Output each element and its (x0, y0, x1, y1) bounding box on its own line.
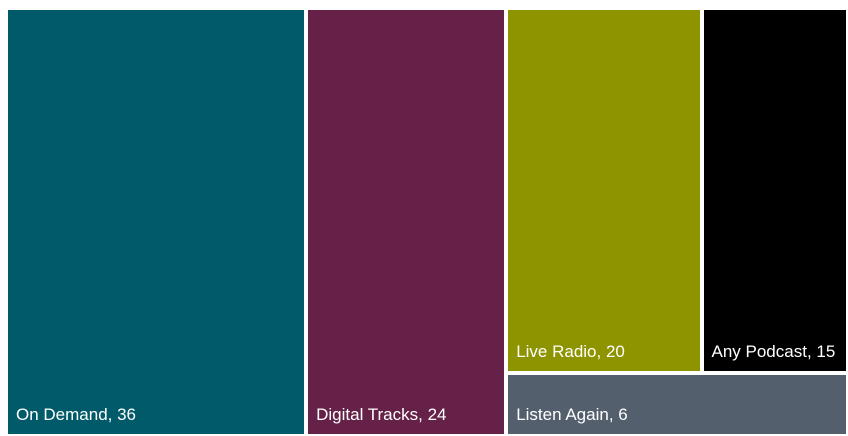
tile-label: Live Radio, 20 (516, 342, 625, 362)
tile-label: Any Podcast, 15 (711, 342, 836, 362)
tile: Listen Again, 6 (508, 375, 846, 434)
tile: Digital Tracks, 24 (308, 10, 505, 434)
tile-label: On Demand, 36 (16, 405, 137, 424)
tile: On Demand, 36 (8, 10, 305, 434)
tile-label: Digital Tracks, 24 (316, 405, 447, 424)
tile: Live Radio, 20 (508, 10, 700, 372)
tile-label: Listen Again, 6 (516, 404, 628, 424)
tile: Any Podcast, 15 (703, 10, 846, 372)
